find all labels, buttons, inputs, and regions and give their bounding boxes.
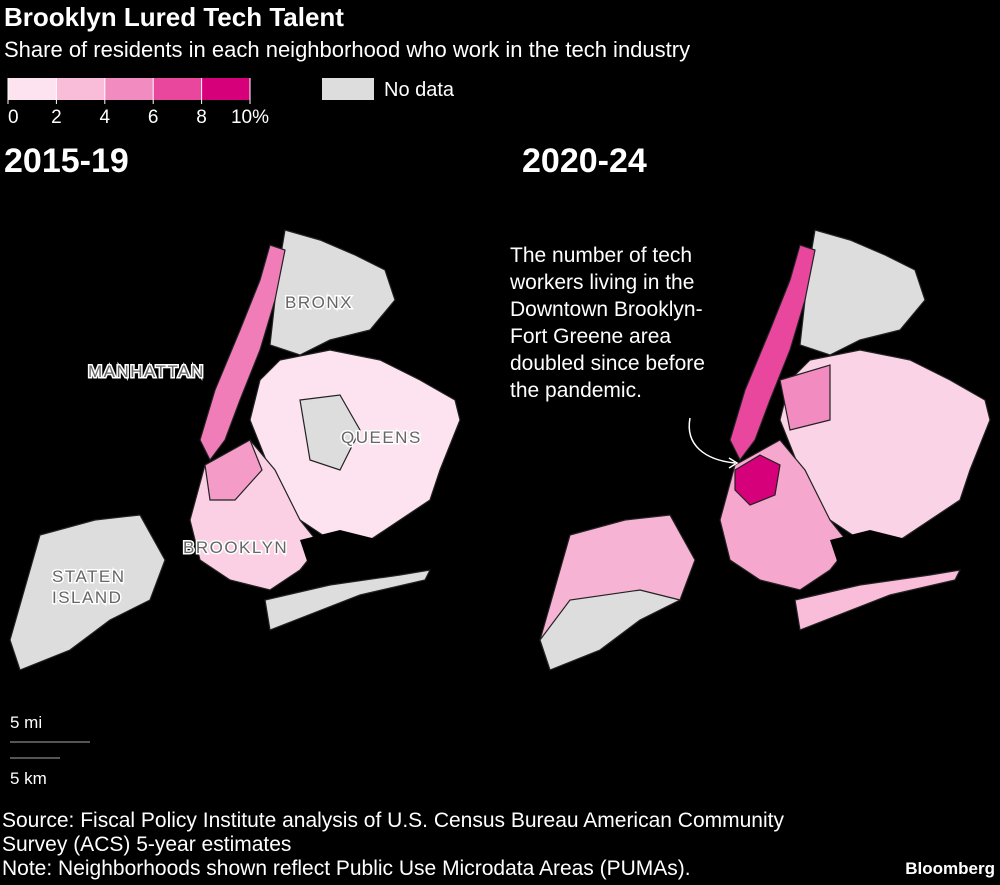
- manhattan: [199, 244, 286, 462]
- scale-miles: 5 mi: [10, 713, 42, 732]
- map-2020-24: [539, 229, 991, 671]
- legend-swatch: [201, 78, 250, 100]
- annotation-line: The number of tech: [510, 244, 692, 267]
- map-label: ISLAND: [52, 588, 122, 607]
- legend-swatch: [153, 78, 202, 100]
- staten-island-south: [539, 589, 682, 671]
- jamaica-bay: [830, 530, 920, 575]
- legend-swatch: [104, 78, 154, 100]
- map-label: STATEN: [52, 567, 126, 586]
- bronx: [799, 229, 926, 356]
- brooklyn-north: [204, 439, 263, 501]
- map-labels: MANHATTAN BRONX QUEENS BROOKLYN STATEN ISLAND: [51, 292, 422, 609]
- legend-tick-label: 2: [51, 107, 62, 128]
- legend-swatch: [8, 78, 57, 100]
- legend-tick-label: 6: [148, 107, 159, 128]
- source: Source: Fiscal Policy Institute analysis…: [2, 809, 784, 856]
- queens-no-data: [299, 394, 361, 471]
- legend-tick-label: 10%: [231, 107, 269, 128]
- brand: Bloomberg: [905, 859, 995, 878]
- annotation-line: Fort Greene area: [510, 325, 671, 348]
- no-data-swatch: [322, 78, 374, 100]
- arrow-head: [728, 457, 739, 469]
- annotation-line: the pandemic.: [510, 379, 642, 402]
- legend: 0 2 4 6 8 10%: [7, 78, 269, 128]
- scale-km: 5 km: [10, 769, 47, 788]
- map-label: BROOKLYN: [183, 538, 288, 557]
- staten-island: [9, 514, 166, 671]
- annotation: The number of tech workers living in the D…: [509, 244, 705, 402]
- map-title: 2020-24: [522, 142, 647, 180]
- annotation-line: workers living in the: [509, 271, 694, 294]
- annotation-line: Downtown Brooklyn-: [510, 298, 703, 321]
- legend-tick-label: 0: [8, 107, 19, 128]
- legend-swatch: [56, 78, 105, 100]
- queens-west: [779, 364, 831, 431]
- map-2015-19: [9, 229, 461, 671]
- downtown-brooklyn: [734, 454, 781, 506]
- subtitle: Share of residents in each neighborhood …: [4, 37, 690, 62]
- no-data-label: No data: [384, 79, 455, 101]
- queens: [249, 349, 461, 541]
- map-label: BRONX: [285, 293, 353, 312]
- manhattan: [729, 244, 816, 462]
- map-label: QUEENS: [341, 428, 422, 447]
- annotation-arrow: [688, 417, 736, 464]
- rockaway: [794, 569, 962, 631]
- legend-tick-label: 8: [196, 107, 207, 128]
- map-title: 2015-19: [4, 142, 129, 180]
- note: Note: Neighborhoods shown reflect Public…: [2, 857, 691, 880]
- legend-tick-label: 4: [100, 107, 111, 128]
- queens: [779, 349, 991, 541]
- title: Brooklyn Lured Tech Talent: [4, 2, 344, 32]
- rockaway: [264, 569, 432, 631]
- jamaica-bay: [300, 530, 390, 575]
- annotation-line: doubled since before: [510, 352, 705, 375]
- map-label: MANHATTAN: [88, 362, 205, 381]
